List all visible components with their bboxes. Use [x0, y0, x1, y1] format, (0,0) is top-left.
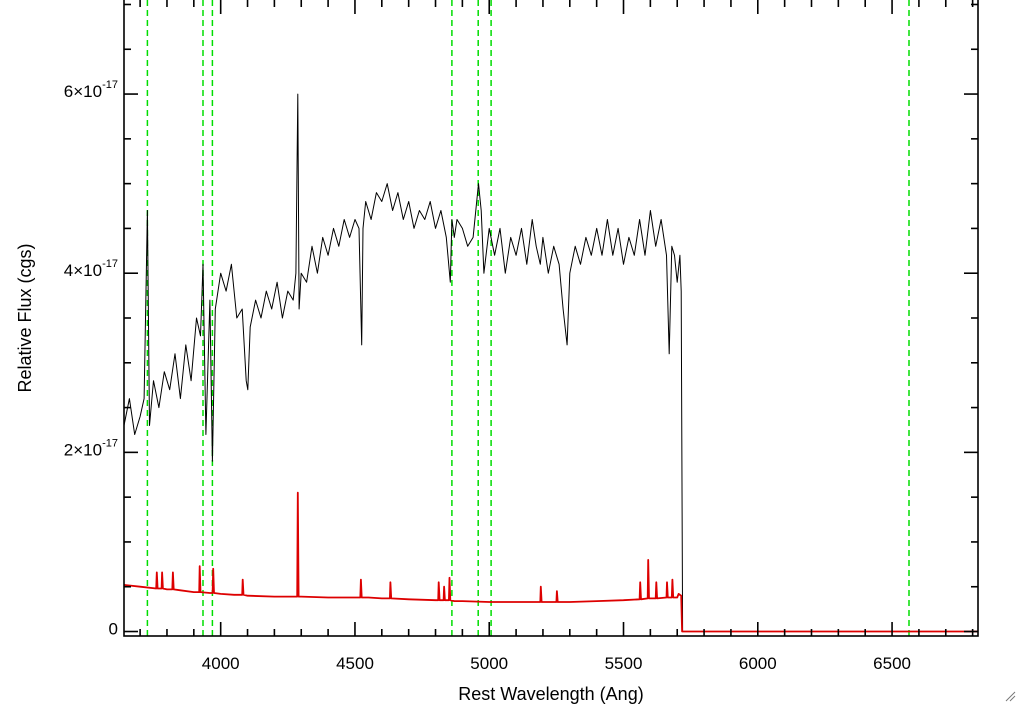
y-tick-label: 2×10-17: [64, 437, 118, 459]
reference-lines: [146, 0, 910, 636]
y-tick-label: 0: [109, 620, 118, 639]
series-layer: [123, 93, 978, 633]
spectrum-series-0: [123, 93, 978, 632]
x-tick-label: 5500: [605, 654, 643, 673]
x-tick-label: 6500: [873, 654, 911, 673]
x-tick-labels: 4000 4500 5000 5500 6000 6500: [202, 654, 911, 673]
x-tick-label: 4500: [336, 654, 374, 673]
resize-grip-icon[interactable]: [1004, 690, 1016, 702]
x-tick-label: 4000: [202, 654, 240, 673]
y-axis-label: Relative Flux (cgs): [15, 243, 35, 392]
axis-ticks: [124, 0, 978, 636]
plot-frame: [123, 0, 979, 637]
x-tick-label: 5000: [470, 654, 508, 673]
y-tick-label: 4×10-17: [64, 258, 118, 280]
y-tick-label: 6×10-17: [64, 79, 118, 101]
x-axis-label: Rest Wavelength (Ang): [458, 684, 643, 704]
spectrum-series-1: [123, 491, 978, 633]
x-tick-label: 6000: [739, 654, 777, 673]
y-tick-labels: 0 2×10-17 4×10-17 6×10-17: [64, 79, 118, 638]
